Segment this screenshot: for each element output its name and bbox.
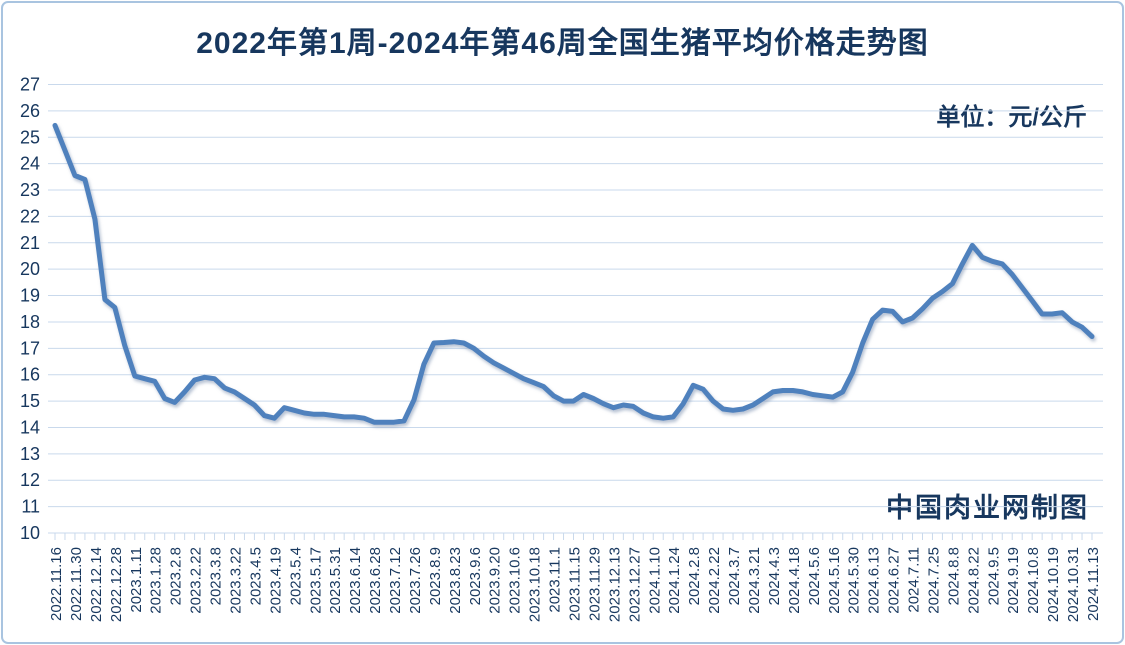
y-tick-label: 21 [20,233,40,253]
x-tick-label: 2023.1.28 [148,547,165,614]
x-tick-label: 2023.8.9 [427,547,444,605]
x-tick-label: 2024.5.16 [826,547,843,614]
y-tick-label: 13 [20,444,40,464]
x-tick-label: 2024.6.13 [866,547,883,614]
x-tick-label: 2024.9.19 [1005,547,1022,614]
x-tick-label: 2023.6.14 [347,547,364,614]
x-tick-label: 2023.7.12 [387,547,404,614]
y-tick-label: 19 [20,286,40,306]
y-tick-label: 23 [20,180,40,200]
x-tick-label: 2023.11.15 [567,547,584,621]
y-tick-label: 20 [20,259,40,279]
watermark-credit: 中国肉业网制图 [886,493,1089,523]
x-axis-labels: 2022.11.16 2022.11.30 2022.12.14 2022.12.28… [48,547,1102,622]
x-tick-label: 2024.2.8 [686,547,703,605]
y-tick-label: 18 [20,312,40,332]
x-tick-label: 2023.2.22 [188,547,205,614]
y-tick-label: 22 [20,206,40,226]
x-tick-label: 2024.4.3 [766,547,783,605]
x-tick-label: 2024.8.8 [945,547,962,605]
y-tick-label: 11 [21,497,40,517]
x-tick-label: 2023.9.20 [487,547,504,614]
unit-label: 单位：元/公斤 [936,104,1087,131]
y-tick-label: 17 [20,338,40,358]
x-tick-label: 2022.12.14 [88,547,105,622]
x-tick-label: 2024.5.30 [846,547,863,614]
x-tick-label: 2024.10.19 [1045,547,1062,622]
x-tick-label: 2023.10.6 [507,547,524,614]
x-tick-label: 2022.11.30 [68,547,85,621]
x-tick-label: 2024.10.31 [1065,547,1082,622]
y-gridlines [48,84,1103,534]
x-tick-label: 2024.9.5 [985,547,1002,605]
x-tick-label: 2023.4.19 [267,547,284,614]
y-tick-label: 26 [20,101,40,121]
x-tick-label: 2023.3.8 [208,547,225,605]
x-tick-label: 2024.7.25 [925,547,942,614]
x-tick-label: 2023.3.22 [227,547,244,614]
x-tick-label: 2024.5.6 [806,547,823,605]
x-tick-label: 2024.3.21 [746,547,763,614]
x-tick-label: 2024.10.8 [1025,547,1042,614]
x-tick-label: 2023.12.13 [606,547,623,622]
x-tick-label: 2024.1.24 [666,547,683,614]
x-tick-label: 2023.6.28 [367,547,384,614]
x-tick-label: 2023.2.8 [168,547,185,605]
y-tick-label: 24 [20,154,40,174]
x-tick-label: 2024.7.11 [906,547,923,613]
x-tick-label: 2023.5.4 [287,547,304,605]
x-tick-label: 2024.3.7 [726,547,743,605]
x-tick-label: 2022.11.16 [48,547,65,621]
x-axis-ticks [54,533,1093,540]
x-tick-label: 2022.12.28 [108,547,125,622]
x-tick-label: 2023.11.29 [586,547,603,621]
y-tick-label: 25 [20,127,40,147]
x-tick-label: 2023.11.1 [547,547,564,613]
x-tick-label: 2024.11.13 [1085,547,1102,621]
x-tick-label: 2024.1.10 [646,547,663,614]
x-tick-label: 2023.7.26 [407,547,424,614]
x-tick-label: 2024.2.22 [706,547,723,614]
y-axis-labels: 10 11 12 13 14 15 16 17 18 19 20 21 22 23 24 25 26 27 [20,75,40,544]
price-line-series [52,122,1095,425]
x-tick-label: 2023.10.18 [527,547,544,622]
y-tick-label: 10 [20,523,40,543]
x-tick-label: 2023.1.11 [128,547,145,613]
x-tick-label: 2024.8.22 [965,547,982,614]
y-tick-label: 14 [20,417,40,437]
x-tick-label: 2023.5.31 [327,547,344,614]
x-tick-label: 2023.8.23 [447,547,464,614]
price-line [52,122,1095,425]
x-tick-label: 2023.12.27 [626,547,643,622]
chart-title: 2022年第1周-2024年第46周全国生猪平均价格走势图 [196,27,929,60]
x-tick-label: 2024.6.27 [886,547,903,614]
y-tick-label: 16 [20,365,40,385]
x-tick-label: 2024.4.18 [786,547,803,614]
x-tick-label: 2023.4.5 [247,547,264,605]
x-tick-label: 2023.5.17 [307,547,324,614]
x-tick-label: 2023.9.6 [467,547,484,605]
y-tick-label: 15 [20,391,40,411]
y-tick-label: 12 [20,470,40,490]
y-tick-label: 27 [20,75,40,95]
